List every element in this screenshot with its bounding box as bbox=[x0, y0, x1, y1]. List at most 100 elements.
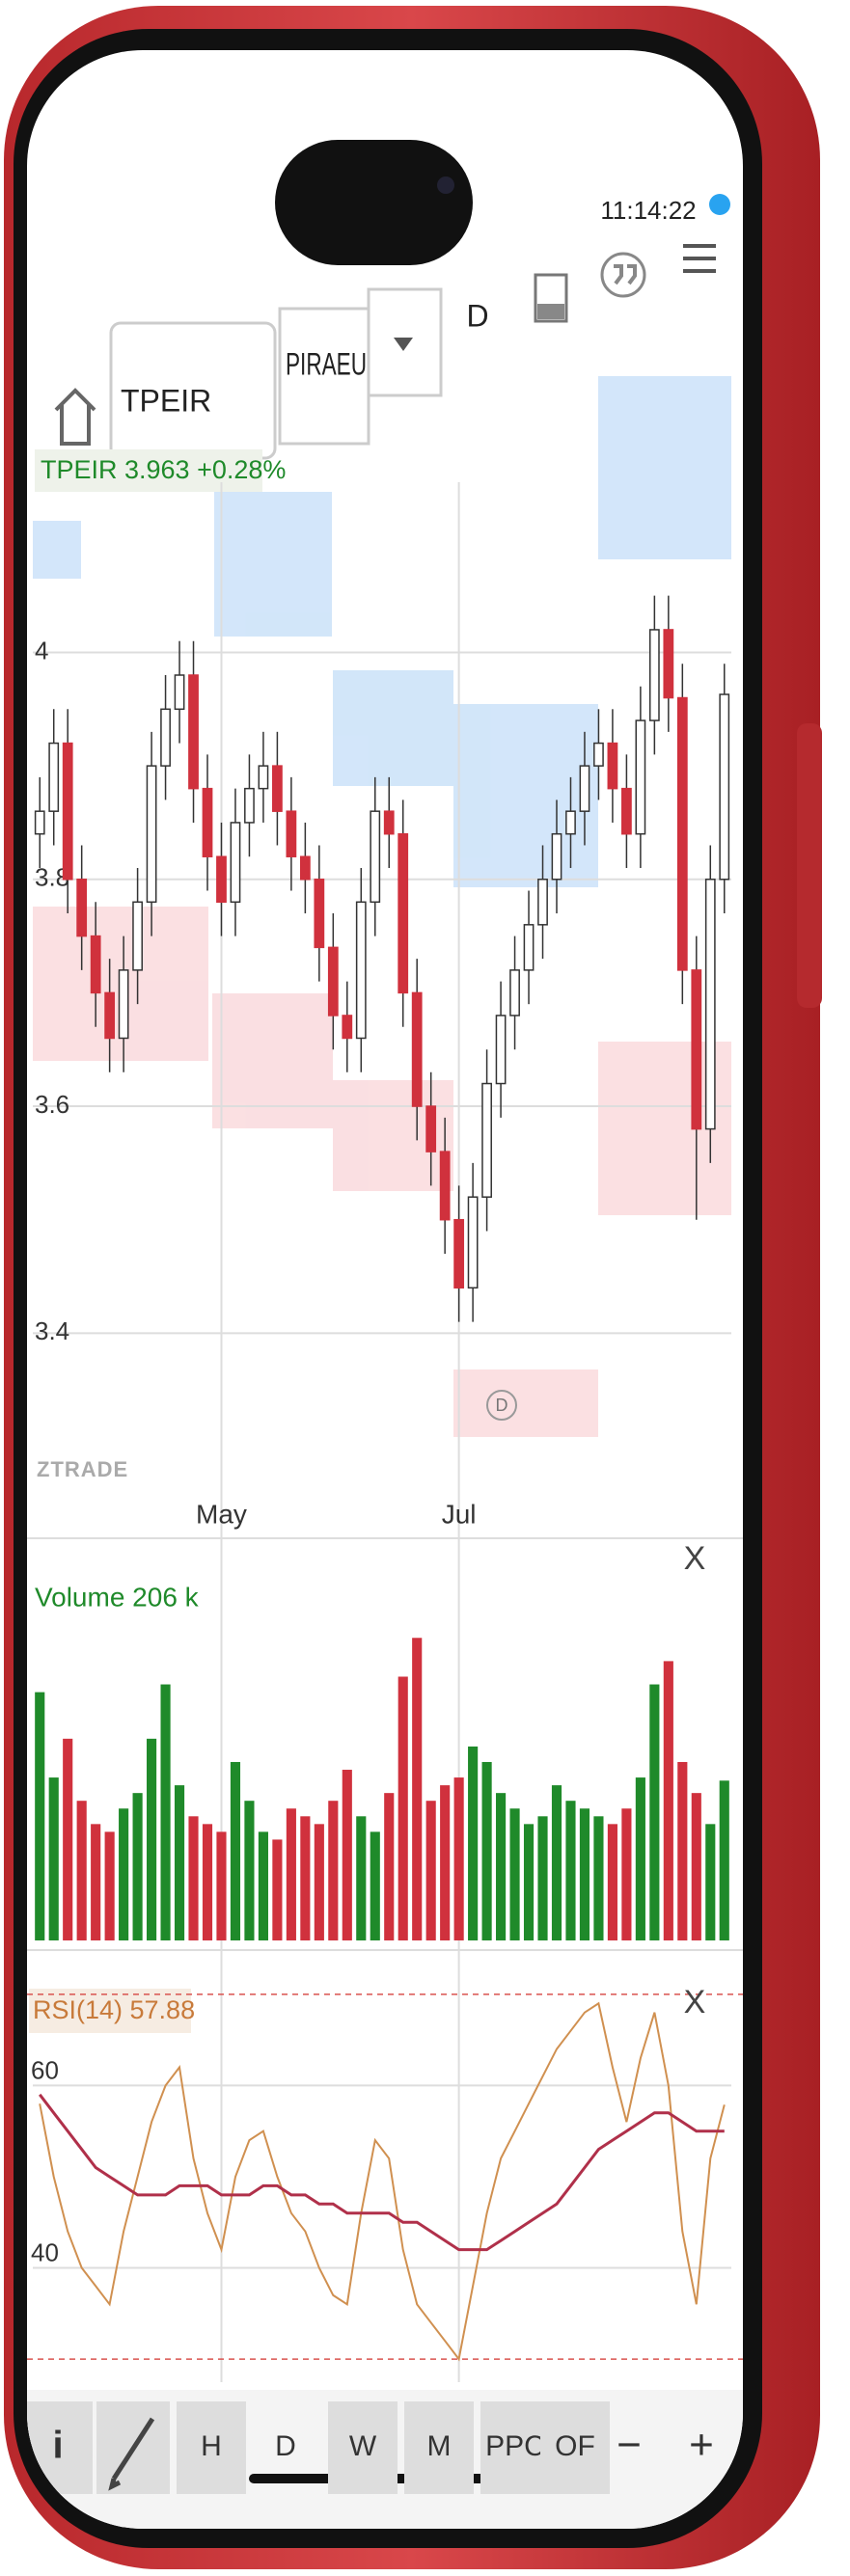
volume-bar bbox=[147, 1738, 157, 1940]
period[interactable]: D bbox=[466, 298, 488, 333]
exchange: PIRAEU bbox=[286, 346, 367, 381]
tab-bg bbox=[328, 2401, 398, 2494]
volume-bar bbox=[663, 1661, 673, 1940]
candle-body bbox=[327, 946, 339, 1017]
exchange-box[interactable] bbox=[278, 307, 370, 446]
y-tick-label: 3.4 bbox=[35, 1316, 69, 1345]
pencil-icon bbox=[108, 2417, 155, 2491]
volume-bar bbox=[272, 1839, 283, 1940]
panel-title: Volume 206 k bbox=[35, 1582, 200, 1612]
side-button bbox=[797, 723, 822, 1008]
zone bbox=[333, 670, 453, 786]
candle-body bbox=[314, 879, 325, 949]
tab[interactable]: M bbox=[427, 2430, 452, 2462]
candle-body bbox=[146, 765, 157, 904]
volume-bar bbox=[677, 1761, 688, 1940]
candle-body bbox=[704, 879, 716, 1130]
volume-bar bbox=[202, 1824, 213, 1940]
candle-body bbox=[453, 1218, 465, 1289]
tab[interactable]: PPC bbox=[485, 2430, 545, 2462]
candle-body bbox=[439, 1151, 451, 1221]
candle-body bbox=[132, 901, 143, 971]
candle-body bbox=[355, 901, 367, 1040]
volume-bar bbox=[328, 1801, 339, 1940]
tab[interactable]: i bbox=[52, 2425, 63, 2467]
candle-body bbox=[216, 855, 227, 904]
candle-body bbox=[244, 787, 255, 824]
panel-close[interactable]: X bbox=[684, 1540, 706, 1577]
symbol: TPEIR bbox=[121, 383, 211, 418]
candle-body bbox=[719, 693, 730, 881]
candle-body bbox=[299, 855, 311, 881]
volume-bar bbox=[286, 1808, 296, 1940]
camera bbox=[437, 176, 454, 194]
candle-body bbox=[104, 991, 116, 1040]
volume-bar bbox=[468, 1746, 479, 1940]
volume-bar bbox=[63, 1738, 73, 1940]
candle-body bbox=[258, 765, 269, 790]
tab[interactable]: D bbox=[275, 2430, 296, 2462]
tab-bg bbox=[177, 2401, 246, 2494]
candle-body bbox=[202, 787, 213, 857]
home-icon[interactable] bbox=[54, 388, 96, 446]
tab[interactable]: H bbox=[201, 2430, 222, 2462]
tab-bg bbox=[540, 2401, 610, 2494]
rsi-line bbox=[39, 2093, 725, 2252]
candle-body bbox=[62, 742, 73, 881]
volume-bar bbox=[356, 1816, 367, 1940]
tab[interactable]: OF bbox=[555, 2430, 595, 2462]
tab[interactable]: − bbox=[617, 2422, 642, 2469]
candle-body bbox=[342, 1015, 353, 1040]
candle-body bbox=[523, 924, 535, 971]
tab[interactable]: + bbox=[689, 2422, 714, 2469]
volume-bar bbox=[370, 1831, 380, 1940]
candle-body bbox=[607, 742, 618, 790]
candle-body bbox=[160, 708, 171, 767]
status-dot bbox=[709, 194, 730, 215]
y-tick-label: 40 bbox=[31, 2237, 59, 2266]
volume-bar bbox=[300, 1816, 311, 1940]
quote-icon[interactable] bbox=[600, 252, 646, 298]
screen-content: 11:14:22 TPEIR PIRAEU D TPEIR 3.963 +0.2… bbox=[27, 140, 743, 2529]
zone bbox=[214, 492, 332, 637]
volume-bar bbox=[579, 1808, 590, 1940]
volume-bar bbox=[537, 1816, 548, 1940]
y-tick-label: 3.6 bbox=[35, 1090, 69, 1119]
volume-bar bbox=[258, 1831, 268, 1940]
candle-body bbox=[383, 810, 395, 835]
candle-body bbox=[579, 765, 590, 812]
volume-bar bbox=[35, 1692, 45, 1940]
volume-bar bbox=[160, 1684, 171, 1940]
candle-body bbox=[230, 822, 241, 904]
candle-body bbox=[691, 969, 702, 1130]
volume-bar bbox=[412, 1638, 423, 1940]
volume-bar bbox=[481, 1761, 492, 1940]
volume-bar bbox=[174, 1785, 185, 1940]
zone bbox=[453, 1369, 598, 1437]
chart-type-fill bbox=[537, 304, 564, 319]
y-tick-label: 4 bbox=[35, 636, 48, 664]
candle-body bbox=[495, 1015, 507, 1085]
volume-bar bbox=[649, 1684, 660, 1940]
dynamic-island bbox=[275, 140, 473, 265]
panel-close[interactable]: X bbox=[684, 1984, 706, 2020]
rsi-label-bg bbox=[29, 1989, 191, 2033]
volume-bar bbox=[244, 1801, 255, 1940]
candle-body bbox=[425, 1105, 437, 1152]
tab[interactable]: W bbox=[349, 2430, 377, 2462]
volume-bar bbox=[705, 1824, 716, 1940]
volume-bar bbox=[314, 1824, 324, 1940]
volume-bar bbox=[425, 1801, 436, 1940]
menu-icon[interactable] bbox=[683, 244, 716, 273]
candle-body bbox=[467, 1196, 479, 1289]
candle-body bbox=[286, 810, 297, 857]
volume-bar bbox=[440, 1785, 451, 1940]
volume-bar bbox=[453, 1777, 464, 1940]
quote: TPEIR 3.963 +0.28% bbox=[41, 455, 286, 484]
volume-bar bbox=[188, 1816, 199, 1940]
volume-bar bbox=[551, 1785, 562, 1940]
volume-bar bbox=[565, 1801, 576, 1940]
candle-body bbox=[663, 629, 674, 699]
volume-bar bbox=[104, 1831, 115, 1940]
